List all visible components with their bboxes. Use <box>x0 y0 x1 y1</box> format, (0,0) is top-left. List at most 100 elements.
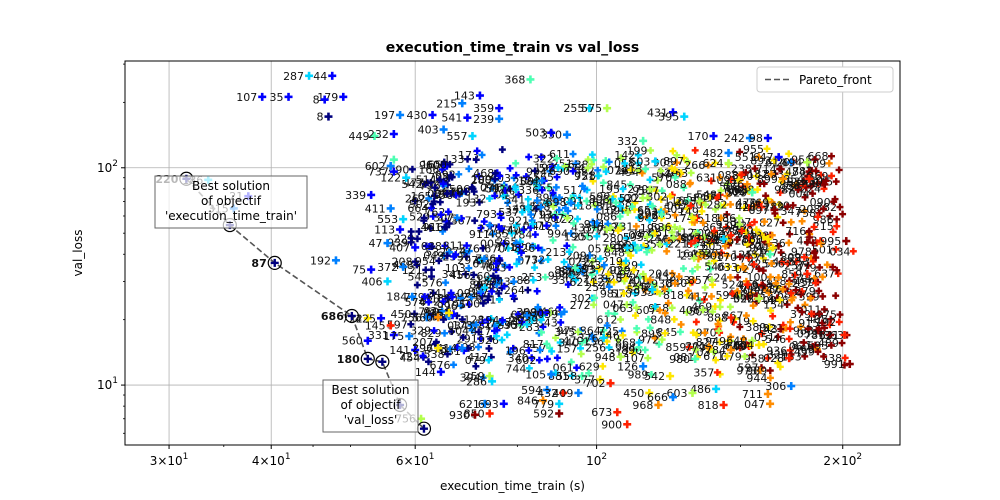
bg-point <box>588 271 596 279</box>
bg-point <box>675 273 683 281</box>
bg-point <box>668 228 676 236</box>
bg-point <box>515 255 523 263</box>
bg-point <box>804 261 812 269</box>
bg-point-label: 196 <box>505 344 526 357</box>
bg-point <box>658 187 666 195</box>
bg-point-label: 716 <box>785 225 806 238</box>
bg-point-label: 747 <box>759 283 780 296</box>
bg-point-label: 174 <box>492 184 513 197</box>
bg-point <box>611 310 619 318</box>
bg-point-label: 107 <box>624 352 645 365</box>
bg-point-label: 502 <box>409 198 430 211</box>
bg-point <box>829 263 837 271</box>
data-point-label: 286 <box>466 375 487 388</box>
bg-point <box>591 201 599 209</box>
bg-point <box>721 201 729 209</box>
bg-point-label: 538 <box>821 352 842 365</box>
bg-point-label: 262 <box>405 192 426 205</box>
bg-point <box>670 234 678 242</box>
bg-point <box>708 276 716 284</box>
bg-point <box>469 185 477 193</box>
annotation-line: Best solution <box>332 383 410 397</box>
bg-point <box>735 176 743 184</box>
bg-point <box>584 156 592 164</box>
bg-point-label: 591 <box>486 183 507 196</box>
bg-point <box>593 219 601 227</box>
bg-point <box>766 374 774 382</box>
bg-point <box>616 259 624 267</box>
bg-point <box>723 210 731 218</box>
bg-point <box>835 166 843 174</box>
bg-point-label: 600 <box>426 158 447 171</box>
bg-point <box>529 276 537 284</box>
bg-point <box>841 354 849 362</box>
bg-point-label: 981 <box>473 278 494 291</box>
bg-point <box>446 160 454 168</box>
bg-point <box>439 227 447 235</box>
bg-point <box>501 261 509 269</box>
bg-point <box>513 260 521 268</box>
bg-point <box>549 202 557 210</box>
bg-point-label: 194 <box>478 314 499 327</box>
bg-point-label: 994 <box>547 227 568 240</box>
bg-point-label: 514 <box>416 174 437 187</box>
bg-point <box>774 333 782 341</box>
bg-point <box>755 265 763 273</box>
bg-point <box>427 178 435 186</box>
bg-point <box>524 286 532 294</box>
bg-point <box>551 213 559 221</box>
data-point-label: 604 <box>733 339 754 352</box>
pareto-point-label: 87 <box>251 257 266 270</box>
bg-point <box>651 229 659 237</box>
bg-point <box>459 333 467 341</box>
annotation-line: of objectif <box>341 398 402 412</box>
bg-point-label: 972 <box>638 334 659 347</box>
bg-point <box>617 316 625 324</box>
data-point-label: 141 <box>389 344 410 357</box>
bg-point-label: 728 <box>575 170 596 183</box>
data-point-label: 899 <box>757 173 778 186</box>
bg-point-label: 109 <box>805 157 826 170</box>
bg-point <box>441 329 449 337</box>
data-point-label: 107 <box>236 91 257 104</box>
bg-point <box>684 287 692 295</box>
bg-point <box>748 351 756 359</box>
bg-point <box>800 339 808 347</box>
bg-point-label: 034 <box>447 319 468 332</box>
bg-point <box>563 242 571 250</box>
bg-point <box>509 344 517 352</box>
data-point-label: 991 <box>824 358 845 371</box>
bg-point <box>774 359 782 367</box>
bg-point <box>591 224 599 232</box>
bg-point-label: 758 <box>795 207 816 220</box>
bg-point <box>607 224 615 232</box>
bg-point <box>643 248 651 256</box>
bg-point <box>723 252 731 260</box>
data-point-label: 621 <box>819 329 840 342</box>
bg-point <box>817 329 825 337</box>
bg-point-label: 470 <box>563 334 584 347</box>
bg-point-label: 264 <box>504 284 525 297</box>
bg-point <box>580 185 588 193</box>
bg-point <box>684 196 692 204</box>
bg-point-label: 336 <box>518 184 539 197</box>
bg-point-label: 989 <box>746 365 767 378</box>
bg-point <box>725 337 733 345</box>
bg-point <box>591 294 599 302</box>
bg-point <box>584 232 592 240</box>
bg-point-label: 574 <box>405 296 426 309</box>
bg-point <box>411 197 419 205</box>
bg-point-label: 936 <box>766 344 787 357</box>
bg-point <box>705 259 713 267</box>
bg-point <box>671 211 679 219</box>
bg-point <box>635 214 643 222</box>
bg-point <box>815 209 823 217</box>
bg-point <box>503 331 511 339</box>
bg-point-label: 090 <box>628 229 649 242</box>
bg-point <box>804 325 812 333</box>
bg-point-label: 004 <box>789 188 810 201</box>
bg-point <box>692 318 700 326</box>
bg-point <box>637 261 645 269</box>
annotation-line: Best solution <box>192 179 270 193</box>
